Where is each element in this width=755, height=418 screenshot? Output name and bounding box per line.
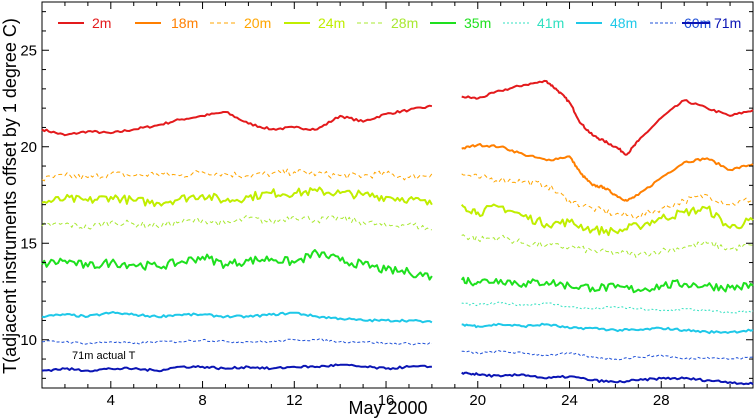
x-tick-label: 12 bbox=[286, 392, 303, 409]
ticks-layer: 4 8 12 16 20 24 28 10 15 20 25 bbox=[20, 2, 753, 409]
x-tick-label: 4 bbox=[107, 392, 115, 409]
series-line-41m bbox=[461, 301, 754, 314]
legend: 2m 18m 20m 24m 28m 35m 41m 48m 60m 71m bbox=[58, 15, 741, 31]
series-line-18m bbox=[461, 143, 754, 202]
series-line-24m bbox=[41, 186, 754, 237]
series-line-2m bbox=[41, 79, 754, 156]
x-tick-label: 20 bbox=[469, 392, 486, 409]
legend-label-48m: 48m bbox=[610, 15, 637, 31]
legend-label-18m: 18m bbox=[171, 15, 198, 31]
legend-label-41m: 41m bbox=[537, 15, 564, 31]
legend-label-71m: 71m bbox=[714, 15, 741, 31]
plot-frame bbox=[41, 1, 754, 389]
annotation-71m: 71m actual T bbox=[72, 350, 136, 362]
x-tick-label: 16 bbox=[378, 392, 395, 409]
y-axis-title: T(adjacent instruments offset by 1 degre… bbox=[0, 18, 20, 374]
x-axis-title: May 2000 bbox=[348, 398, 427, 418]
series-line-71m bbox=[41, 363, 754, 386]
legend-label-28m: 28m bbox=[391, 15, 418, 31]
series-line-35m bbox=[41, 249, 754, 294]
y-tick-label: 15 bbox=[20, 235, 37, 252]
y-tick-label: 20 bbox=[20, 139, 37, 156]
x-tick-label: 28 bbox=[653, 392, 670, 409]
legend-label-2m: 2m bbox=[92, 15, 111, 31]
y-tick-label: 10 bbox=[20, 332, 37, 349]
series-line-20m bbox=[41, 168, 754, 219]
y-tick-label: 25 bbox=[20, 42, 37, 59]
legend-label-35m: 35m bbox=[464, 15, 491, 31]
series-line-60m bbox=[41, 338, 754, 361]
x-tick-label: 24 bbox=[561, 392, 578, 409]
legend-label-20m: 20m bbox=[244, 15, 271, 31]
x-tick-label: 8 bbox=[198, 392, 206, 409]
series-line-28m bbox=[41, 215, 754, 258]
series-layer bbox=[41, 79, 754, 386]
legend-label-24m: 24m bbox=[318, 15, 345, 31]
series-line-48m bbox=[41, 311, 754, 335]
